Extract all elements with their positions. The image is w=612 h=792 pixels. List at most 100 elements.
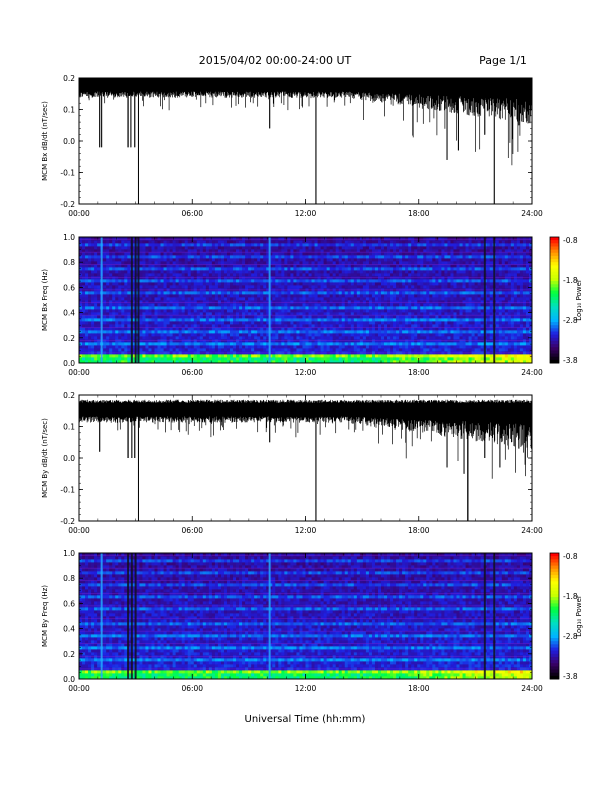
heatmap-cell [106,312,110,316]
heatmap-cell [85,285,89,289]
heatmap-cell [290,339,294,343]
heatmap-cell [223,255,228,259]
heatmap-cell [381,252,385,256]
heatmap-cell [381,333,385,337]
heatmap-cell [226,336,231,340]
heatmap-cell [266,267,270,271]
heatmap-cell [353,339,358,343]
heatmap-cell [263,339,267,343]
heatmap-cell [411,357,415,361]
heatmap-cell [103,297,107,301]
heatmap-cell [242,330,246,334]
heatmap-cell [396,285,400,289]
heatmap-cell [124,270,128,274]
heatmap-cell [236,321,240,325]
heatmap-cell [396,240,400,244]
heatmap-cell [208,264,213,268]
heatmap-cell [245,318,249,322]
heatmap-cell [205,348,210,352]
heatmap-cell [214,285,219,289]
heatmap-cell [326,252,331,256]
heatmap-cell [302,303,306,307]
heatmap-cell [281,243,285,247]
heatmap-cell [127,360,131,364]
heatmap-cell [426,321,430,325]
heatmap-cell [347,360,352,364]
heatmap-cell [239,249,243,253]
heatmap-cell [127,309,131,313]
heatmap-cell [178,360,183,364]
heatmap-cell [272,258,276,262]
heatmap-cell [347,246,352,250]
heatmap-cell [160,321,164,325]
heatmap-cell [230,279,234,283]
heatmap-cell [317,300,321,304]
heatmap-cell [384,294,388,298]
heatmap-cell [242,276,246,280]
heatmap-cell [181,339,186,343]
heatmap-cell [199,270,204,274]
heatmap-cell [94,270,98,274]
heatmap-cell [94,345,98,349]
heatmap-cell [423,255,427,259]
x-tick-label: 00:00 [68,209,90,218]
heatmap-cell [423,267,427,271]
heatmap-cell [163,318,167,322]
heatmap-cell [290,261,294,265]
heatmap-cell [145,348,149,352]
heatmap-cell [97,282,101,286]
heatmap-cell [320,258,325,262]
heatmap-cell [103,360,107,364]
heatmap-cell [278,354,282,358]
heatmap-cell [239,315,243,319]
heatmap-cell [145,342,149,346]
heatmap-cell [311,237,315,241]
heatmap-cell [239,291,243,295]
heatmap-cell [223,267,228,271]
heatmap-cell [91,318,95,322]
heatmap-cell [248,360,252,364]
heatmap-cell [296,354,300,358]
heatmap-cell [275,303,279,307]
heatmap-cell [359,294,364,298]
heatmap-cell [214,336,219,340]
heatmap-cell [278,306,282,310]
heatmap-cell [109,342,113,346]
heatmap-cell [157,267,161,271]
heatmap-cell [296,261,300,265]
heatmap-cell [396,294,400,298]
heatmap-cell [208,306,213,310]
heatmap-cell [245,324,249,328]
heatmap-cell [408,246,412,250]
heatmap-cell [293,357,297,361]
heatmap-cell [163,333,167,337]
heatmap-cell [329,267,334,271]
heatmap-cell [121,345,125,349]
heatmap-cell [115,324,119,328]
heatmap-cell [323,243,328,247]
heatmap-cell [377,336,382,340]
heatmap-cell [157,261,161,265]
heatmap-cell [308,354,312,358]
heatmap-cell [329,276,334,280]
heatmap-cell [166,342,170,346]
heatmap-cell [377,240,382,244]
heatmap-cell [296,237,300,241]
heatmap-cell [178,357,183,361]
heatmap-cell [181,240,186,244]
heatmap-cell [211,282,216,286]
heatmap-cell [226,246,231,250]
heatmap-cell [341,300,346,304]
heatmap-cell [417,324,421,328]
heatmap-cell [314,345,318,349]
heatmap-cell [308,258,312,262]
heatmap-cell [115,345,119,349]
heatmap-cell [384,312,388,316]
heatmap-cell [233,291,237,295]
heatmap-cell [94,264,98,268]
heatmap-cell [420,336,424,340]
heatmap-cell [362,294,367,298]
heatmap-cell [178,285,183,289]
heatmap-cell [411,252,415,256]
heatmap-cell [112,285,116,289]
